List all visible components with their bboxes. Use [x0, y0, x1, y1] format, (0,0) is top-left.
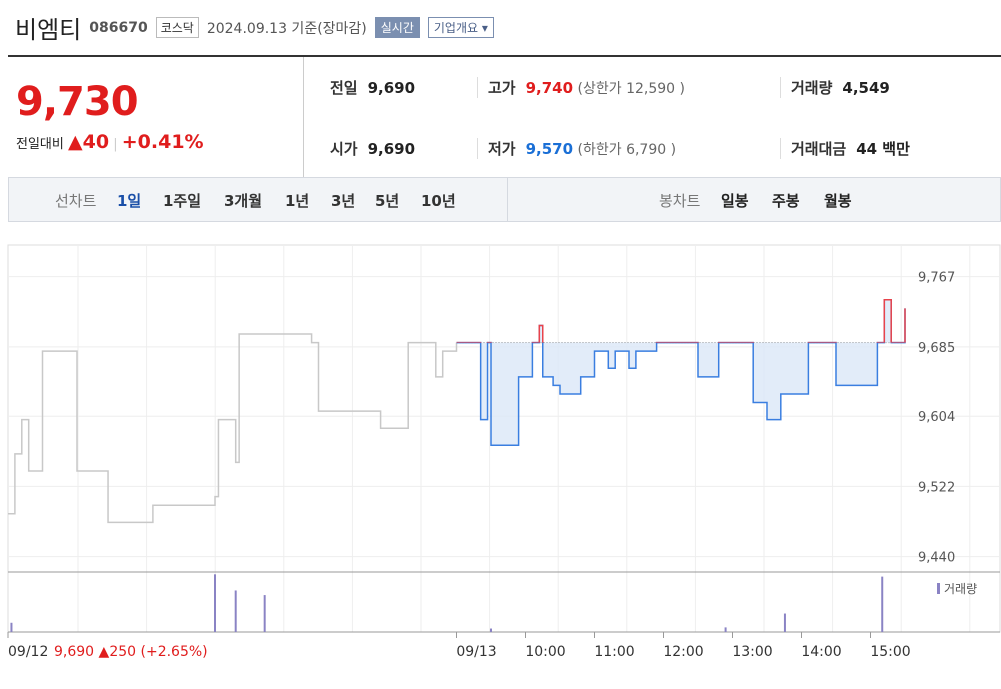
stat-label: 시가: [330, 140, 358, 158]
x-tick-label: 15:00: [870, 644, 910, 660]
market-badge: 코스닥: [155, 17, 199, 38]
stat-label: 저가: [488, 140, 516, 158]
x-tick-label: 12:00: [663, 644, 703, 660]
x-tick-label: 11:00: [594, 644, 634, 660]
area-fill: [456, 299, 905, 446]
stock-name: 비엠티: [15, 16, 82, 44]
price-line: [456, 299, 906, 447]
stat-extra-value: 12,590: [626, 81, 676, 97]
stat-extra: (상한가 12,590 ): [573, 81, 686, 97]
change: 전일대비 ▲40 | +0.41%: [16, 131, 204, 153]
stat-value: 9,690: [367, 79, 416, 97]
summary-part: 250: [109, 644, 136, 660]
x-tick-label: 09/13: [456, 644, 496, 660]
stat-label: 고가: [488, 79, 516, 97]
tab[interactable]: 1년: [285, 192, 310, 210]
x-tick-label: 14:00: [801, 644, 841, 660]
stat-value: 9,570: [525, 140, 574, 158]
tab[interactable]: 일봉: [721, 192, 749, 210]
stat-value: 4,549: [842, 79, 890, 97]
y-tick-label: 9,604: [918, 410, 955, 425]
divider: [507, 178, 508, 221]
tab[interactable]: 월봉: [824, 192, 852, 210]
stat-extra-label: 상한가: [582, 81, 622, 97]
summary-part: 9,690: [54, 644, 94, 660]
stat-extra: (하한가 6,790 ): [573, 142, 677, 158]
tab[interactable]: 3개월: [224, 192, 263, 210]
stat: 시가 9,690: [330, 138, 415, 159]
change-value: 40: [82, 131, 110, 153]
summary: 9,690 ▲250 (+2.65%): [54, 644, 208, 660]
price-panel: 9,730 전일대비 ▲40 | +0.41%: [8, 57, 304, 178]
overview-button[interactable]: 기업개요 ▾: [427, 17, 494, 38]
x-tick-label: 13:00: [732, 644, 772, 660]
y-tick-label: 9,685: [918, 341, 955, 356]
change-pct: +0.41%: [121, 131, 204, 153]
tab[interactable]: 1일: [117, 192, 142, 210]
x-tick-label: 09/12: [8, 644, 48, 660]
overview-label: 기업개요: [433, 21, 479, 35]
date: 2024.09.13 기준(장마감): [206, 20, 367, 37]
y-tick-label: 9,440: [918, 551, 955, 566]
tab-bar: 선차트 1일 1주일 3개월 1년 3년 5년 10년 봉차트 일봉 주봉 월봉: [8, 177, 1001, 222]
header: 비엠티 086670 코스닥 2024.09.13 기준(장마감) 실시간 기업…: [15, 10, 494, 45]
stat-value: 44 백만: [856, 140, 910, 158]
price-line: [8, 333, 458, 524]
tab[interactable]: 10년: [421, 192, 456, 210]
stat: 거래대금 44 백만: [780, 138, 910, 159]
stat-value: 9,690: [367, 140, 416, 158]
stat-label: 전일: [330, 79, 358, 97]
tab[interactable]: 주봉: [772, 192, 800, 210]
stat-extra-value: 6,790: [626, 142, 667, 158]
price: 9,730: [16, 79, 139, 125]
stat-extra-label: 하한가: [582, 142, 622, 158]
stat: 저가 9,570 (하한가 6,790 ): [477, 138, 676, 159]
tab[interactable]: 1주일: [163, 192, 202, 210]
realtime-button[interactable]: 실시간: [374, 17, 420, 38]
legend-label: 거래량: [944, 582, 977, 596]
tab-group-label: 봉차트: [659, 192, 701, 210]
stat-label: 거래량: [791, 79, 833, 97]
tab[interactable]: 5년: [375, 192, 400, 210]
stat-label: 거래대금: [791, 140, 847, 158]
legend-swatch: [937, 583, 940, 594]
stat: 거래량 4,549: [780, 77, 890, 98]
summary-part: (+2.65%): [141, 644, 208, 660]
change-label: 전일대비: [16, 137, 64, 152]
tab[interactable]: 3년: [331, 192, 356, 210]
x-tick-label: 10:00: [525, 644, 565, 660]
y-tick-label: 9,767: [918, 271, 955, 286]
stat: 전일 9,690: [330, 77, 415, 98]
y-tick-label: 9,522: [918, 480, 955, 495]
stat: 고가 9,740 (상한가 12,590 ): [477, 77, 685, 98]
tab-group-label: 선차트: [55, 192, 97, 210]
stat-value: 9,740: [525, 79, 574, 97]
stock-code: 086670: [89, 19, 148, 36]
